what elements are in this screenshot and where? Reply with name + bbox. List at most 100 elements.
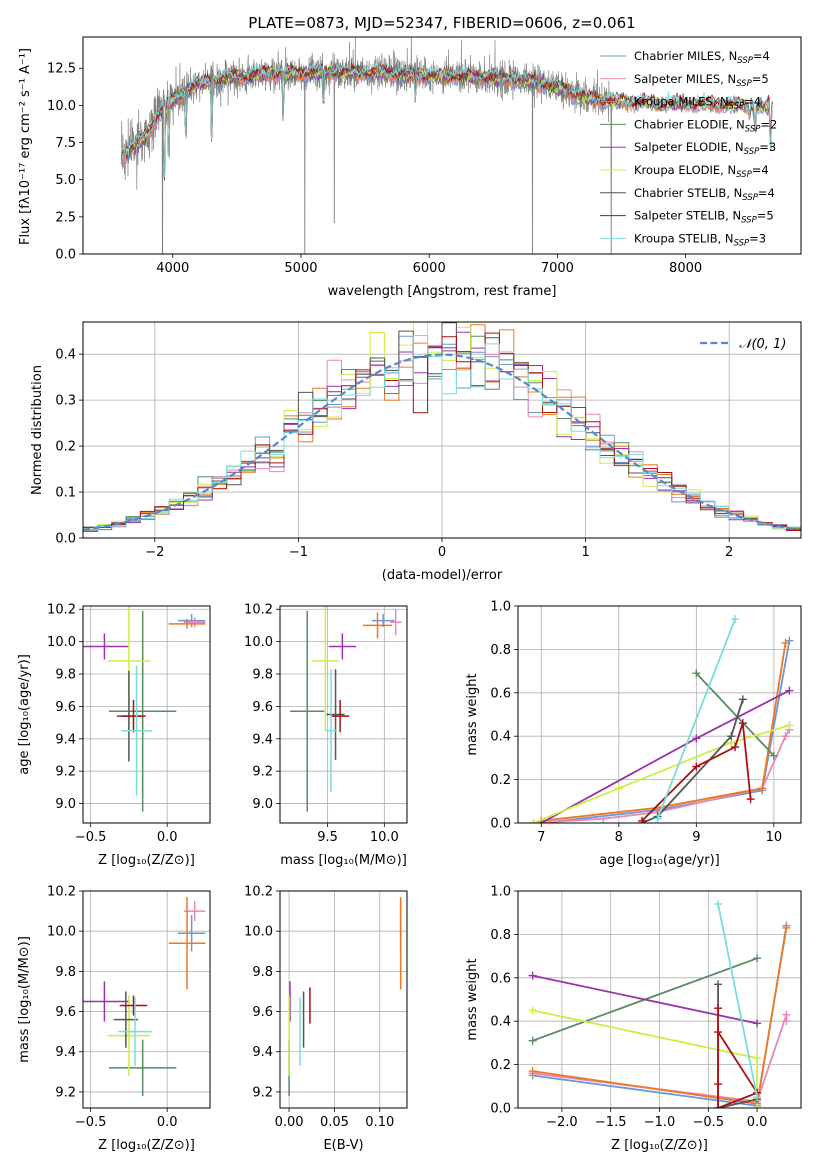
spectrum-xtick-label-2: 6000 <box>413 261 446 276</box>
weight_vs_age-xtick-label-3: 10 <box>766 830 783 845</box>
legend-entry-kroupa-stelib: Kroupa STELIB, NSSP=3 <box>634 231 766 248</box>
age_vs_mass-ytick-label-2: 9.4 <box>252 732 273 747</box>
weight_vs_age-series-salpeter-stelib <box>638 719 755 823</box>
mass_vs_EBV-xtick-label-1: 0.05 <box>320 1115 349 1130</box>
spectrum-model-salpeter-stelib <box>121 62 773 180</box>
weight_vs_age-marker-chabrier-stelib-3 <box>738 695 747 704</box>
weight_vs_Z-plot-area <box>528 900 791 1108</box>
weight_vs_age-marker-kroupa-elodie-0 <box>529 819 538 823</box>
weight_vs_age-xtick-label-2: 9 <box>692 830 700 845</box>
residuals-ylabel: Normed distribution <box>30 365 45 495</box>
age_vs_mass-point-chabrier-stelib <box>326 669 345 760</box>
legend-entry-normal: 𝒩(0, 1) <box>739 337 786 352</box>
residuals-xtick-label-3: 1 <box>581 545 589 560</box>
mass_vs_EBV-xlabel: E(B-V) <box>323 1138 363 1153</box>
mass_vs_Z-ytick-label-3: 9.8 <box>55 965 76 980</box>
age_vs_Z-xlabel: Z [log₁₀(Z/Z⊙)] <box>98 853 195 868</box>
weight_vs_Z-marker-salpeter-stelib-4 <box>714 1028 723 1037</box>
age_vs_mass-ytick-label-1: 9.2 <box>252 765 273 780</box>
weight_vs_age-marker-chabrier-elodie-1 <box>769 751 778 760</box>
weight_vs_Z-ytick-label-4: 0.8 <box>490 928 511 943</box>
age_vs_mass-panel: 9.5 10.0 9.0 9.2 9.4 9.6 9.8 10.0 10.2 mass [log₁… <box>244 603 408 868</box>
age_vs_mass-xtick-label-0: 9.5 <box>317 830 338 845</box>
legend-entry-chabrier-miles: Chabrier MILES, NSSP=4 <box>634 49 770 66</box>
mass_vs_Z-ylabel: mass [log₁₀(M/M⊙)] <box>17 936 32 1063</box>
age_vs_Z-ytick-label-6: 10.2 <box>47 603 76 618</box>
mass_vs_EBV-ytick-label-4: 10.0 <box>244 925 273 940</box>
weight_vs_age-ytick-label-5: 1.0 <box>490 600 511 615</box>
mass_vs_EBV-ytick-label-3: 9.8 <box>252 965 273 980</box>
age_vs_Z-point-salpeter-stelib <box>121 699 146 733</box>
residuals-xtick-label-2: 0 <box>438 545 446 560</box>
residuals-ytick-label-0: 0.0 <box>55 532 76 547</box>
age_vs_Z-xtick-label-0: −0.5 <box>75 830 107 845</box>
weight_vs_age-marker-salpeter-miles-4 <box>781 732 790 741</box>
mass_vs_Z-xtick-label-0: −0.5 <box>75 1115 107 1130</box>
weight_vs_Z-ytick-label-5: 1.0 <box>490 885 511 900</box>
weight_vs_Z-marker-salpeter-stelib-0 <box>714 1004 723 1013</box>
weight_vs_age-xlabel: age [log₁₀(age/yr)] <box>599 853 720 868</box>
age_vs_Z-ylabel: age [log₁₀(age/yr)] <box>17 654 32 775</box>
weight_vs_Z-frame <box>517 890 802 1109</box>
age_vs_Z-ytick-label-1: 9.2 <box>55 765 76 780</box>
age_vs_Z-panel: −0.5 0.0 9.0 9.2 9.4 9.6 9.8 10.0 10.2 Z [log₁₀(Z… <box>17 603 211 868</box>
spectrum-ytick-label-2: 5.0 <box>55 173 76 188</box>
weight_vs_age-ytick-label-4: 0.8 <box>490 643 511 658</box>
mass_vs_Z-point-chabrier-stelib <box>113 991 139 1048</box>
mass_vs_Z-point-kroupa-miles <box>168 897 206 990</box>
weight_vs_age-marker-salpeter-elodie-2 <box>785 686 794 695</box>
age_vs_mass-point-salpeter-elodie <box>328 633 356 660</box>
weight_vs_Z-ytick-label-2: 0.4 <box>490 1015 511 1030</box>
weight_vs_Z-ytick-label-0: 0.0 <box>490 1102 511 1117</box>
legend-entry-chabrier-elodie: Chabrier ELODIE, NSSP=2 <box>634 117 777 134</box>
weight_vs_Z-marker-salpeter-stelib-1 <box>714 1080 723 1089</box>
weight_vs_age-marker-salpeter-stelib-2 <box>731 743 740 752</box>
mass_vs_Z-panel: −0.5 0.0 9.2 9.4 9.6 9.8 10.0 10.2 Z [log₁₀(Z/Z⊙… <box>17 885 211 1153</box>
weight_vs_age-plot-area <box>529 615 794 823</box>
weight_vs_Z-marker-kroupa-miles-0 <box>528 1067 537 1076</box>
weight_vs_age-marker-chabrier-stelib-2 <box>727 732 736 741</box>
weight_vs_Z-marker-salpeter-elodie-1 <box>753 1019 762 1028</box>
legend-entry-salpeter-elodie: Salpeter ELODIE, NSSP=3 <box>634 140 776 157</box>
weight_vs_Z-marker-kroupa-stelib-1 <box>753 1093 762 1102</box>
weight_vs_Z-marker-kroupa-miles-2 <box>782 923 791 932</box>
weight_vs_age-marker-kroupa-elodie-1 <box>614 784 623 793</box>
age_vs_mass-point-salpeter-stelib <box>331 699 350 733</box>
mass_vs_EBV-ytick-label-2: 9.6 <box>252 1005 273 1020</box>
weight_vs_Z-ylabel: mass weight <box>465 958 480 1040</box>
mass_vs_Z-plot-area <box>83 897 206 1096</box>
spectrum-frame <box>82 36 802 255</box>
weight_vs_Z-panel: −2.0 −1.5 −1.0 −0.5 0.0 0.0 0.2 0.4 0.6 0.8 1.0 Z [… <box>465 885 802 1153</box>
residuals-xtick-label-4: 2 <box>725 545 733 560</box>
weight_vs_age-marker-chabrier-elodie-0 <box>692 669 701 678</box>
weight_vs_Z-series-salpeter-elodie <box>528 971 762 1028</box>
mass_vs_EBV-xtick-label-0: 0.00 <box>275 1115 304 1130</box>
weight_vs_Z-marker-chabrier-elodie-1 <box>753 954 762 963</box>
residuals-xlabel: (data-model)/error <box>382 568 503 583</box>
age_vs_Z-ytick-label-0: 9.0 <box>55 797 76 812</box>
age_vs_mass-ytick-label-3: 9.6 <box>252 700 273 715</box>
weight_vs_age-marker-kroupa-miles-3 <box>781 638 790 647</box>
spectrum-ytick-label-1: 2.5 <box>55 210 76 225</box>
weight_vs_age-ylabel: mass weight <box>465 673 480 755</box>
age_vs_Z-plot-area <box>83 606 206 812</box>
spectrum-ytick-label-5: 12.5 <box>47 62 76 77</box>
weight_vs_age-ytick-label-2: 0.4 <box>490 730 511 745</box>
residuals-panel: −2 −1 0 1 2 0.0 0.1 0.2 0.3 0.4 (data-model)/error… <box>30 321 802 583</box>
weight_vs_Z-marker-kroupa-elodie-0 <box>528 1006 537 1015</box>
weight_vs_age-marker-salpeter-miles-1 <box>599 814 608 823</box>
mass_vs_Z-xlabel: Z [log₁₀(Z/Z⊙)] <box>98 1138 195 1153</box>
age_vs_Z-ytick-label-3: 9.6 <box>55 700 76 715</box>
age_vs_mass-point-kroupa-stelib <box>325 669 337 793</box>
mass_vs_EBV-ytick-label-5: 10.2 <box>244 885 273 900</box>
spectrum-xlabel: wavelength [Angstrom, rest frame] <box>328 284 557 299</box>
age_vs_Z-point-kroupa-miles <box>168 618 206 629</box>
weight_vs_Z-series-kroupa-elodie <box>528 1006 762 1108</box>
spectrum-model-kroupa-stelib <box>121 62 773 178</box>
weight_vs_Z-xtick-label-2: −1.0 <box>644 1115 676 1130</box>
mass_vs_Z-ytick-label-1: 9.4 <box>55 1045 76 1060</box>
weight_vs_age-marker-salpeter-elodie-1 <box>692 734 701 743</box>
age_vs_mass-xtick-label-1: 10.0 <box>370 830 399 845</box>
weight_vs_Z-xlabel: Z [log₁₀(Z/Z⊙)] <box>611 1138 708 1153</box>
spectrum-ytick-label-4: 10.0 <box>47 99 76 114</box>
